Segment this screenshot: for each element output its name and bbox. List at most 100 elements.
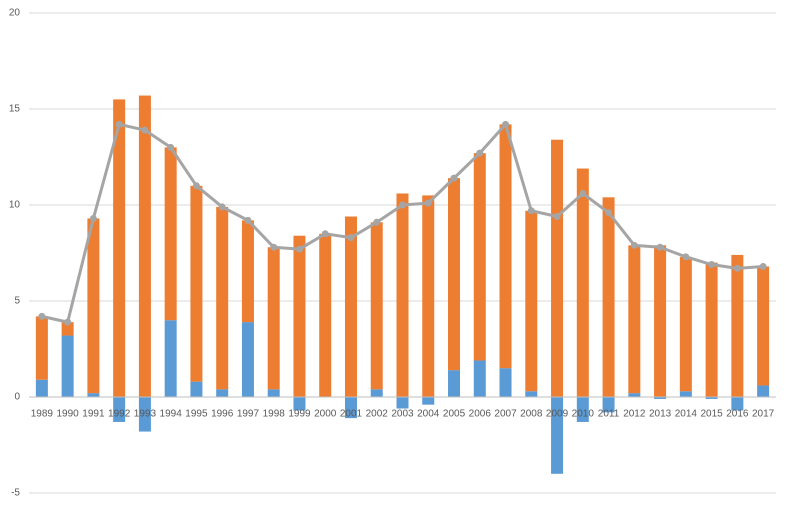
bar xyxy=(87,218,100,394)
bar xyxy=(602,397,615,413)
line-marker xyxy=(347,234,355,242)
bar xyxy=(293,235,306,397)
x-tick-label: 1999 xyxy=(288,409,311,420)
line-marker xyxy=(553,213,561,221)
line-marker xyxy=(192,182,200,190)
bar xyxy=(731,254,744,397)
bar xyxy=(396,397,409,409)
x-tick-label: 2008 xyxy=(520,409,543,420)
x-tick-label: 1998 xyxy=(263,409,286,420)
bar xyxy=(113,397,126,422)
bar xyxy=(267,389,280,397)
bar xyxy=(525,210,538,392)
line-marker xyxy=(38,312,46,320)
x-tick-label: 2015 xyxy=(700,409,723,420)
bar xyxy=(576,397,589,422)
line-marker xyxy=(373,218,381,226)
x-tick-label: 2005 xyxy=(443,409,466,420)
bar xyxy=(679,256,692,392)
line-marker xyxy=(244,216,252,224)
line-marker xyxy=(682,253,690,261)
x-tick-label: 2002 xyxy=(366,409,389,420)
bar xyxy=(679,391,692,397)
bar xyxy=(319,233,332,397)
bar xyxy=(422,397,435,405)
line-marker xyxy=(476,149,484,157)
x-tick-label: 2016 xyxy=(726,409,749,420)
y-tick-label: 0 xyxy=(14,392,20,403)
y-tick-label: -5 xyxy=(11,488,20,499)
bar xyxy=(473,153,486,361)
line-marker xyxy=(450,174,458,182)
bar xyxy=(293,397,306,411)
bar xyxy=(473,360,486,397)
line-marker xyxy=(64,318,72,326)
bar xyxy=(164,147,177,321)
line-marker xyxy=(502,120,510,128)
bar xyxy=(654,397,667,399)
line-marker xyxy=(630,241,638,249)
x-tick-label: 1993 xyxy=(134,409,157,420)
bar xyxy=(61,335,74,397)
bar xyxy=(216,206,229,390)
x-tick-label: 1994 xyxy=(160,409,183,420)
bar xyxy=(525,391,538,397)
bar xyxy=(654,245,667,397)
x-tick-label: 2001 xyxy=(340,409,363,420)
bar xyxy=(190,185,203,382)
line-marker xyxy=(579,189,587,197)
bar xyxy=(267,247,280,390)
bar xyxy=(448,370,461,397)
bar xyxy=(576,168,589,397)
line-marker xyxy=(115,120,123,128)
bar xyxy=(628,245,641,394)
line-marker xyxy=(605,209,613,217)
bar xyxy=(190,381,203,397)
bar xyxy=(757,385,770,397)
bar xyxy=(551,397,564,474)
x-tick-label: 2009 xyxy=(546,409,569,420)
line-marker xyxy=(399,201,406,209)
line-marker xyxy=(708,261,716,269)
x-tick-label: 1997 xyxy=(237,409,260,420)
bar xyxy=(344,397,357,419)
bar xyxy=(370,222,383,390)
bar xyxy=(87,393,100,397)
y-tick-label: 10 xyxy=(9,200,21,211)
line-marker xyxy=(141,126,149,134)
bar xyxy=(731,397,744,411)
bar xyxy=(138,95,151,397)
bar xyxy=(216,389,229,397)
bar xyxy=(705,262,718,397)
y-tick-label: 15 xyxy=(9,104,21,115)
x-tick-label: 2012 xyxy=(623,409,646,420)
x-tick-label: 2014 xyxy=(675,409,698,420)
bar xyxy=(757,266,770,386)
x-tick-label: 1992 xyxy=(108,409,131,420)
x-tick-label: 1989 xyxy=(31,409,54,420)
line-marker xyxy=(656,243,664,251)
x-tick-label: 2000 xyxy=(314,409,337,420)
x-tick-label: 2011 xyxy=(598,409,620,420)
x-tick-label: 1995 xyxy=(185,409,208,420)
x-tick-label: 2017 xyxy=(752,409,775,420)
line-marker xyxy=(167,143,175,151)
bar xyxy=(628,393,641,397)
bar xyxy=(35,379,48,397)
x-tick-label: 2010 xyxy=(572,409,595,420)
bar xyxy=(499,368,512,397)
bar xyxy=(396,193,409,397)
bar xyxy=(113,99,126,398)
x-tick-label: 2007 xyxy=(494,409,517,420)
line-marker xyxy=(733,264,741,272)
bar xyxy=(138,397,151,432)
x-tick-label: 1990 xyxy=(57,409,80,420)
line-marker xyxy=(527,207,535,215)
x-tick-label: 2006 xyxy=(469,409,492,420)
bar xyxy=(241,322,254,397)
x-tick-label: 2003 xyxy=(391,409,414,420)
bar xyxy=(241,220,254,323)
bar xyxy=(499,124,512,369)
line-marker xyxy=(759,262,767,270)
